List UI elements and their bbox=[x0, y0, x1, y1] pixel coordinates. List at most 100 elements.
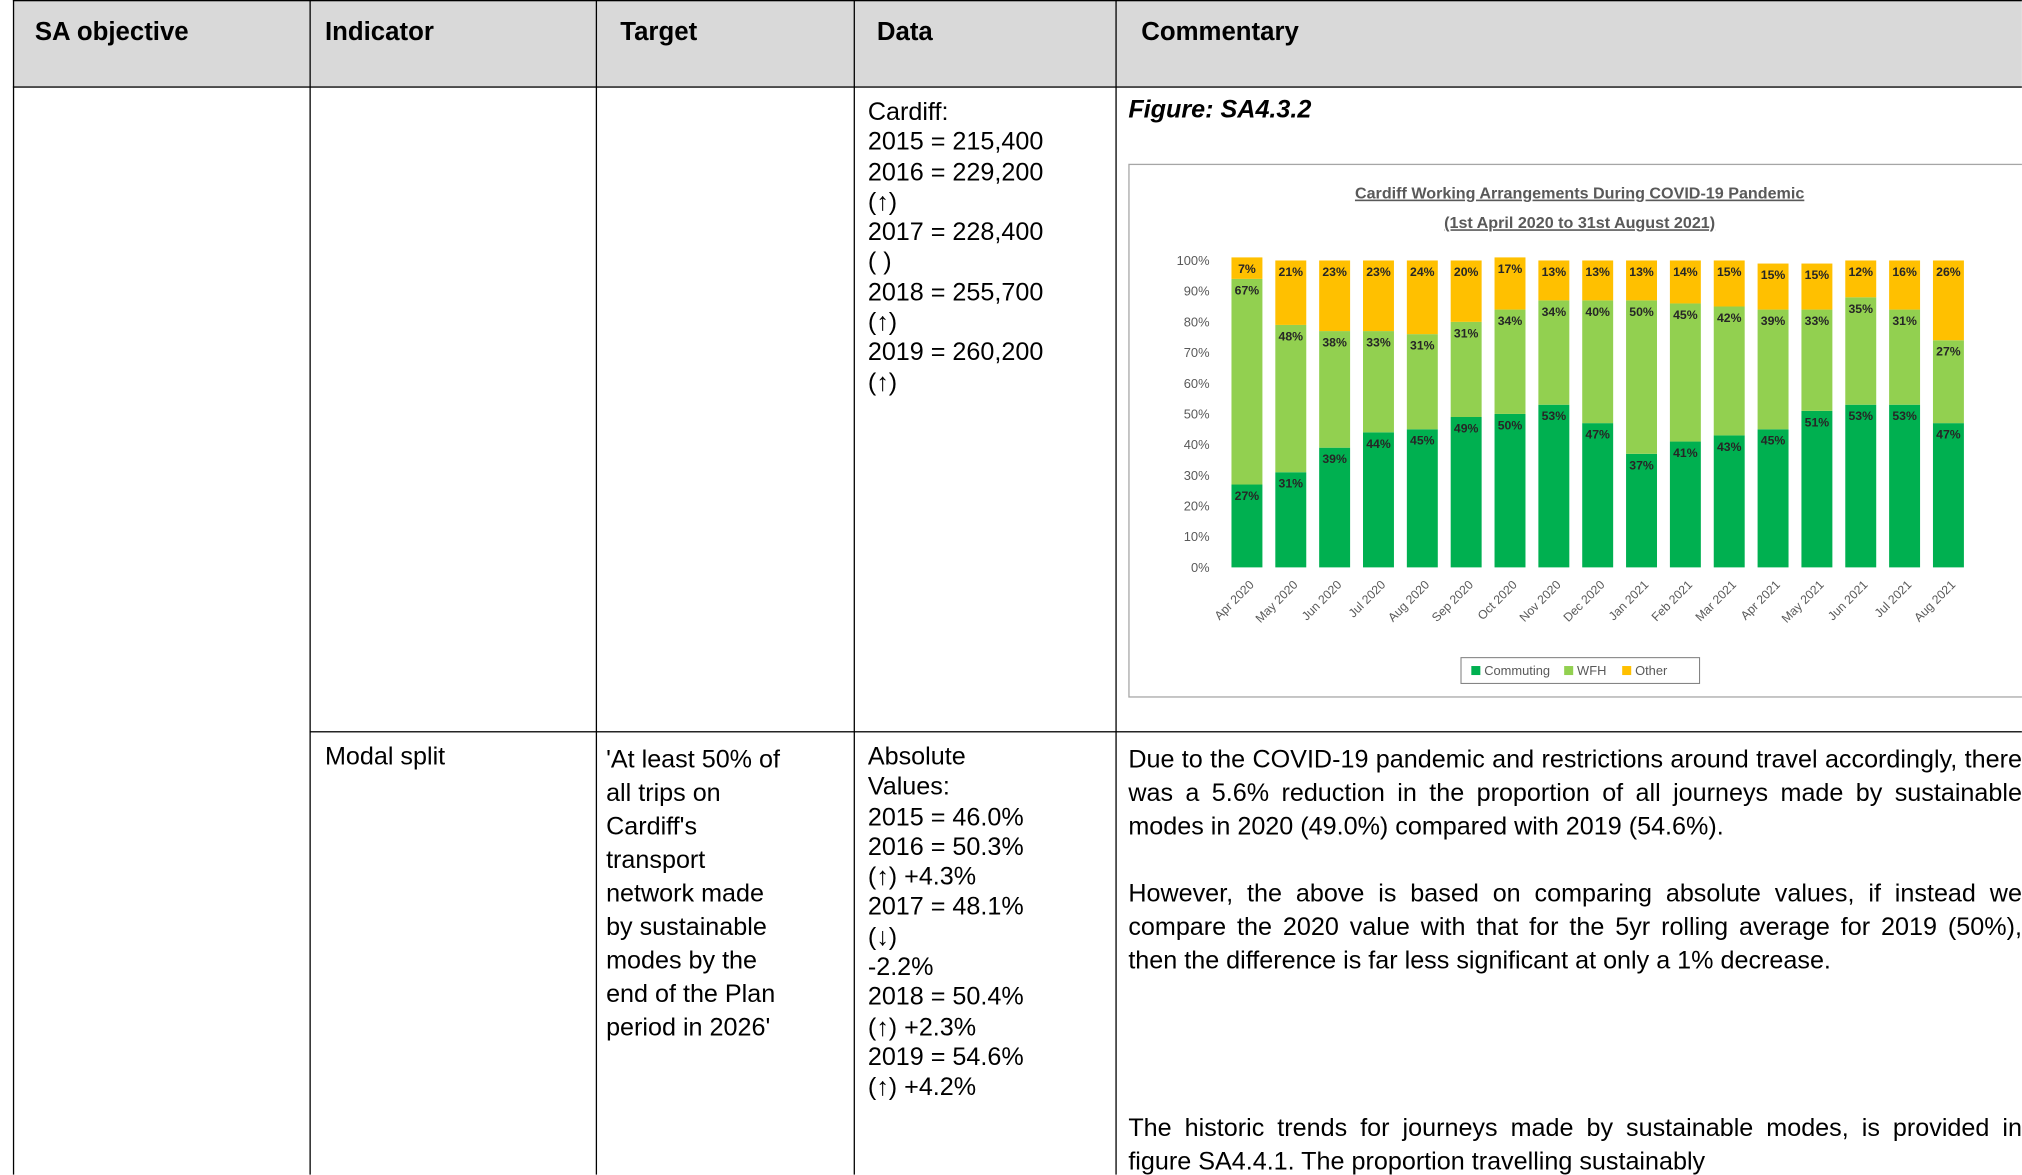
border bbox=[309, 731, 2022, 733]
text-line: network made bbox=[606, 879, 765, 908]
data-label: 17% bbox=[1498, 262, 1523, 276]
bar-segment bbox=[1231, 257, 1263, 279]
text-line: 2017 = 228,400 bbox=[867, 218, 1044, 247]
border bbox=[309, 0, 311, 1175]
bar-segment bbox=[1713, 306, 1745, 436]
figure-label: Figure: SA4.3.2 bbox=[1128, 95, 1312, 124]
border bbox=[12, 86, 2022, 88]
bar-segment bbox=[1450, 416, 1482, 568]
data-label: 31% bbox=[1892, 314, 1917, 328]
data-label: 53% bbox=[1848, 409, 1873, 423]
data-label: 44% bbox=[1366, 437, 1391, 451]
data-label: 53% bbox=[1892, 409, 1917, 423]
x-tick-label: Aug 2020 bbox=[1385, 578, 1432, 625]
bar-segment bbox=[1363, 432, 1394, 568]
data-label: 45% bbox=[1673, 308, 1698, 322]
bar-segment bbox=[1231, 484, 1263, 568]
text-line: (↑) bbox=[867, 308, 898, 337]
x-tick-label: Jun 2020 bbox=[1299, 578, 1345, 624]
data-label: 38% bbox=[1322, 336, 1347, 350]
data-label: 27% bbox=[1936, 345, 1961, 359]
text-line: 2019 = 54.6% bbox=[867, 1043, 1024, 1072]
target-cell: 'At least 50% of all trips on Cardiff's tra… bbox=[606, 743, 780, 1045]
data-label: 16% bbox=[1892, 265, 1917, 279]
data-label: 13% bbox=[1542, 265, 1567, 279]
text-line: all trips on bbox=[606, 778, 721, 808]
data-label: 43% bbox=[1717, 440, 1742, 454]
text-line: Values: bbox=[867, 772, 950, 802]
bar-segment bbox=[1582, 260, 1614, 301]
data-label: 40% bbox=[1585, 305, 1610, 319]
header-row bbox=[12, 0, 2022, 88]
header-cell: Target bbox=[620, 18, 698, 47]
data-label: 20% bbox=[1454, 265, 1479, 279]
text-line: by sustainable bbox=[606, 912, 767, 942]
bar-segment bbox=[1582, 300, 1614, 424]
bar-segment bbox=[1275, 260, 1307, 325]
text-line: Cardiff: bbox=[867, 98, 949, 127]
data-label: 45% bbox=[1410, 434, 1435, 448]
bar-segment bbox=[1319, 260, 1351, 332]
data-label: 14% bbox=[1673, 265, 1698, 279]
text-line: Cardiff's bbox=[606, 812, 698, 841]
commentary: The historic trends for journeys made by… bbox=[1128, 1114, 2022, 1175]
text-line: end of the Plan bbox=[606, 980, 776, 1009]
data-label: 39% bbox=[1761, 314, 1786, 328]
bar-segment bbox=[1932, 423, 1964, 568]
border bbox=[12, 0, 15, 1175]
text-line: (↑) bbox=[867, 188, 898, 217]
legend-swatch bbox=[1622, 666, 1632, 676]
legend-label: Other bbox=[1635, 663, 1668, 678]
data-label: 13% bbox=[1629, 265, 1654, 279]
bar-segment bbox=[1845, 260, 1877, 298]
text-line: Absolute bbox=[867, 742, 966, 772]
text-line: transport bbox=[606, 845, 706, 875]
bar-segment bbox=[1450, 260, 1482, 322]
bar-segment bbox=[1932, 260, 1964, 341]
x-tick-label: Feb 2021 bbox=[1649, 578, 1696, 625]
data-label: 53% bbox=[1542, 409, 1567, 423]
data-label: 37% bbox=[1629, 458, 1654, 472]
header-cell: Indicator bbox=[324, 18, 434, 47]
text-line: 2015 = 215,400 bbox=[867, 128, 1044, 157]
data-label: 7% bbox=[1238, 262, 1256, 276]
data-label: 35% bbox=[1848, 302, 1873, 316]
y-tick-label: 50% bbox=[1184, 406, 1210, 421]
y-tick-label: 10% bbox=[1184, 529, 1210, 544]
text-line: 2015 = 46.0% bbox=[867, 802, 1024, 832]
data-cell: Cardiff: 2015 = 215,400 2016 = 229,200 (↑) 2… bbox=[868, 98, 1043, 398]
x-tick-label: Apr 2021 bbox=[1738, 578, 1783, 623]
text-line: 2016 = 50.3% bbox=[867, 832, 1024, 862]
data-label: 13% bbox=[1585, 265, 1610, 279]
data-label: 26% bbox=[1936, 265, 1961, 279]
data-label: 47% bbox=[1585, 428, 1610, 442]
x-tick-label: May 2020 bbox=[1253, 578, 1301, 626]
bar-segment bbox=[1713, 260, 1745, 307]
data-label: 15% bbox=[1761, 268, 1786, 282]
bar-segment bbox=[1626, 453, 1658, 568]
data-label: 50% bbox=[1498, 418, 1523, 432]
data-label: 48% bbox=[1279, 329, 1304, 343]
bar-segment bbox=[1757, 263, 1789, 310]
data-label: 50% bbox=[1629, 305, 1654, 319]
text-line: -2.2% bbox=[867, 953, 934, 982]
bar-segment bbox=[1363, 331, 1394, 433]
bar-segment bbox=[1494, 257, 1526, 310]
data-label: 12% bbox=[1848, 265, 1873, 279]
y-tick-label: 40% bbox=[1184, 437, 1210, 452]
data-label: 31% bbox=[1410, 339, 1435, 353]
bar-segment bbox=[1801, 309, 1833, 411]
bar-segment bbox=[1713, 435, 1745, 568]
text-line: 2018 = 255,700 bbox=[867, 278, 1044, 307]
bar-segment bbox=[1669, 260, 1701, 304]
bar-segment bbox=[1757, 429, 1789, 568]
text-line: period in 2026' bbox=[606, 1013, 771, 1042]
bar-segment bbox=[1845, 404, 1877, 568]
bar-segment bbox=[1406, 429, 1438, 568]
data-label: 31% bbox=[1454, 326, 1479, 340]
header-cell: SA objective bbox=[34, 18, 189, 47]
bar-segment bbox=[1757, 309, 1789, 430]
y-tick-label: 30% bbox=[1184, 468, 1210, 483]
